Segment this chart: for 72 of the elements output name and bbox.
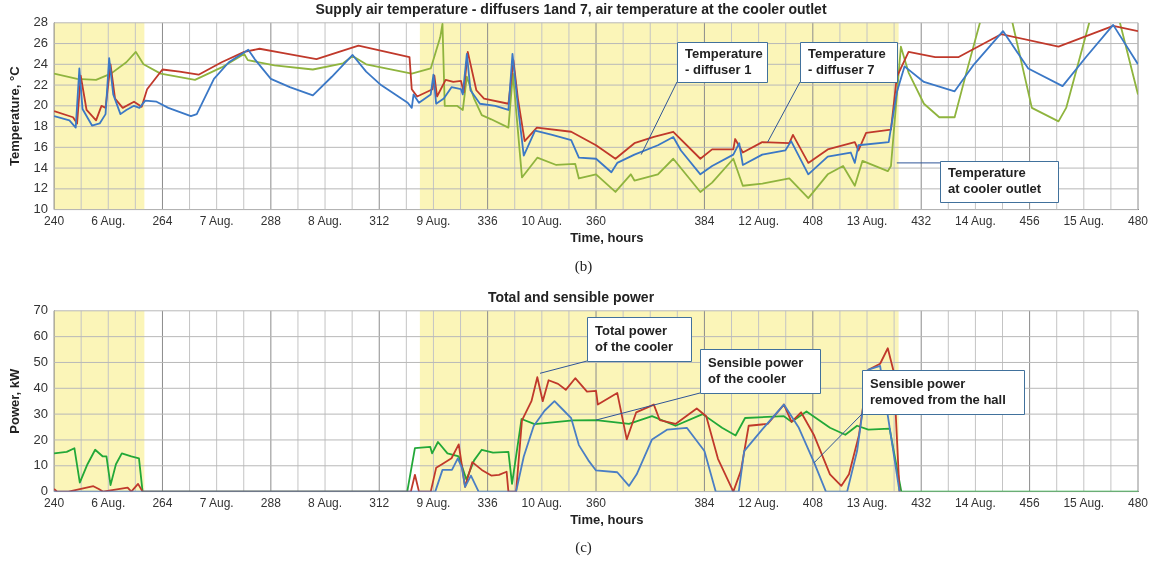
y-tick-label: 16 xyxy=(33,138,49,154)
y-tick-label: 10 xyxy=(33,457,49,473)
y-axis-title: Temperature, °C xyxy=(7,65,23,166)
x-tick-label: 14 Aug. xyxy=(955,496,996,511)
x-tick-label: 480 xyxy=(1127,214,1149,229)
x-tick-label: 384 xyxy=(694,496,715,511)
y-tick-label: 40 xyxy=(33,379,49,395)
annotation: Total power of the cooler xyxy=(595,322,674,354)
x-tick-label: 13 Aug. xyxy=(846,214,888,229)
x-axis-title: Time, hours xyxy=(570,229,644,245)
y-tick-label: 28 xyxy=(33,14,49,30)
x-tick-label: 14 Aug. xyxy=(955,214,996,229)
y-tick-label: 10 xyxy=(33,201,49,217)
x-axis-title: Time, hours xyxy=(570,511,644,527)
x-tick-label: 312 xyxy=(369,496,390,511)
x-tick-label: 432 xyxy=(911,214,932,229)
y-tick-label: 30 xyxy=(33,405,49,421)
y-tick-label: 22 xyxy=(33,76,49,92)
y-tick-label: 26 xyxy=(33,35,49,51)
x-tick-label: 384 xyxy=(694,214,715,229)
x-tick-label: 8 Aug. xyxy=(308,496,343,511)
x-tick-label: 288 xyxy=(260,496,282,511)
y-tick-label: 14 xyxy=(33,159,49,175)
y-tick-label: 20 xyxy=(33,97,49,113)
x-tick-label: 13 Aug. xyxy=(846,496,888,511)
y-axis-title: Power, kW xyxy=(7,367,23,434)
y-tick-label: 50 xyxy=(33,354,49,370)
x-tick-label: 9 Aug. xyxy=(416,214,451,229)
x-tick-label: 10 Aug. xyxy=(521,496,563,511)
x-tick-label: 408 xyxy=(802,496,824,511)
y-tick-label: 70 xyxy=(33,302,49,318)
y-tick-label: 24 xyxy=(33,55,49,71)
annotation: Temperature - diffuser 7 xyxy=(808,45,886,77)
annotation: Sensible power of the cooler xyxy=(708,354,804,386)
y-tick-label: 12 xyxy=(33,180,49,196)
x-tick-label: 15 Aug. xyxy=(1063,496,1105,511)
x-tick-label: 456 xyxy=(1019,496,1040,511)
x-tick-label: 10 Aug. xyxy=(521,214,563,229)
x-tick-label: 312 xyxy=(369,214,390,229)
x-tick-label: 408 xyxy=(802,214,824,229)
x-tick-label: 7 Aug. xyxy=(199,496,234,511)
x-tick-label: 240 xyxy=(44,214,65,229)
chart-title: Total and sensible power xyxy=(487,289,655,306)
y-tick-label: 60 xyxy=(33,328,49,344)
x-tick-label: 264 xyxy=(152,496,173,511)
x-tick-label: 336 xyxy=(477,496,498,511)
x-tick-label: 240 xyxy=(44,496,65,511)
chart-title: Supply air temperature - diffusers 1and 7, air temperature at the cooler outlet xyxy=(315,1,827,18)
x-tick-label: 8 Aug. xyxy=(308,214,343,229)
x-tick-label: 288 xyxy=(260,214,282,229)
x-tick-label: 9 Aug. xyxy=(416,496,451,511)
x-tick-label: 6 Aug. xyxy=(91,496,126,511)
text: (b) xyxy=(573,258,594,275)
y-tick-label: 20 xyxy=(33,431,49,447)
annotation: Temperature - diffuser 1 xyxy=(685,45,763,77)
x-tick-label: 456 xyxy=(1019,214,1040,229)
x-tick-label: 264 xyxy=(152,214,173,229)
x-tick-label: 480 xyxy=(1127,496,1149,511)
annotation: Sensible power removed from the hall xyxy=(870,375,1006,407)
x-tick-label: 7 Aug. xyxy=(199,214,234,229)
x-tick-label: 432 xyxy=(911,496,932,511)
x-tick-label: 12 Aug. xyxy=(738,214,779,229)
x-tick-label: 15 Aug. xyxy=(1063,214,1105,229)
x-tick-label: 336 xyxy=(477,214,498,229)
x-tick-label: 12 Aug. xyxy=(738,496,779,511)
x-tick-label: 6 Aug. xyxy=(91,214,126,229)
x-tick-label: 360 xyxy=(586,214,607,229)
x-tick-label: 360 xyxy=(586,496,607,511)
y-tick-label: 18 xyxy=(33,118,49,134)
text: (c) xyxy=(574,539,593,556)
y-tick-label: 0 xyxy=(40,483,49,499)
annotation: Temperature at cooler outlet xyxy=(948,165,1042,197)
